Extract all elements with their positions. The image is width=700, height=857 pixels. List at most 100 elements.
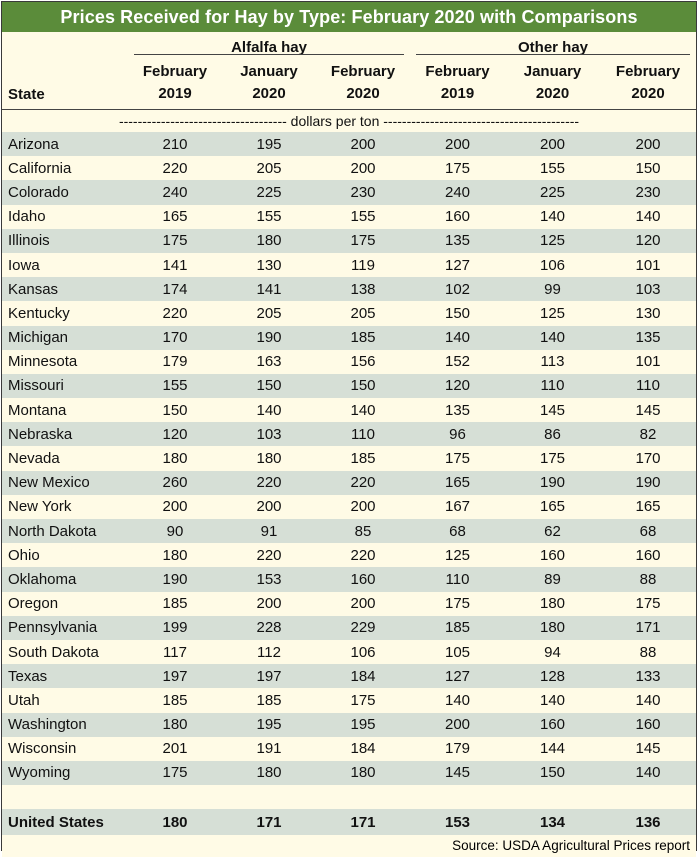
state-cell: Nebraska [2,422,128,447]
price-cell: 200 [316,132,411,157]
table-row: Arizona 210 195 200 200 200 200 [2,132,697,157]
state-cell: Texas [2,664,128,689]
table-row: Colorado 240 225 230 240 225 230 [2,180,697,205]
price-cell: 180 [128,543,222,568]
price-cell: 225 [222,180,316,205]
price-cell: 200 [410,712,506,737]
table-row: Washington 180 195 195 200 160 160 [2,712,697,737]
price-cell: 200 [316,156,411,181]
price-cell: 197 [222,664,316,689]
state-cell: California [2,156,128,181]
column-header-year: 2020 [631,84,665,102]
price-cell: 103 [600,277,697,302]
price-cell: 160 [505,712,601,737]
price-cell: 88 [600,639,697,665]
price-cell: 179 [410,736,506,761]
column-header-year: 2020 [252,84,286,102]
price-cell: 88 [600,567,697,592]
state-cell: Utah [2,688,128,713]
price-cell: 91 [222,519,316,544]
price-cell: 240 [410,180,506,205]
price-cell: 101 [600,252,697,278]
us-total-cell: 180 [128,809,222,836]
spacer-row [2,785,697,810]
table-row: Minnesota 179 163 156 152 113 101 [2,349,697,374]
state-cell: Missouri [2,373,128,399]
price-cell: 135 [410,398,506,423]
alfalfa-group-underline [134,54,405,55]
price-cell: 110 [505,373,601,399]
state-cell: Oklahoma [2,567,128,592]
table-row: Utah 185 185 175 140 140 140 [2,688,697,713]
price-cell: 228 [222,615,316,640]
column-header-month: January [523,62,582,80]
price-cell: 160 [600,712,697,737]
price-cell: 145 [600,398,697,423]
price-cell: 205 [222,156,316,181]
state-cell: New York [2,494,128,519]
price-cell: 175 [410,156,506,181]
column-header-4: February 2019 [410,56,505,110]
price-cell: 89 [505,567,601,592]
table-row: Texas 197 197 184 127 128 133 [2,664,697,689]
table-row: Kentucky 220 205 205 150 125 130 [2,301,697,326]
state-cell: Illinois [2,228,128,253]
column-header-6: February 2020 [600,56,696,110]
price-cell: 135 [410,228,506,253]
table-row: South Dakota 117 112 106 105 94 88 [2,639,697,665]
price-cell: 130 [222,252,316,278]
table-row: Montana 150 140 140 135 145 145 [2,398,697,423]
price-cell: 175 [316,228,411,253]
price-cell: 175 [505,446,601,471]
price-cell: 260 [128,470,222,495]
column-header-month: February [425,62,490,80]
price-cell: 195 [222,712,316,737]
state-cell: Iowa [2,252,128,278]
state-column-header: State [8,86,45,103]
us-total-cell: 136 [600,809,697,836]
price-cell: 160 [410,204,506,229]
table-row: Nevada 180 180 185 175 175 170 [2,446,697,471]
price-cell: 106 [316,639,411,665]
state-cell: Michigan [2,325,128,350]
price-cell: 190 [505,470,601,495]
price-cell: 180 [316,760,411,786]
price-cell: 135 [600,325,697,350]
table-row: Nebraska 120 103 110 96 86 82 [2,422,697,447]
state-cell: Kansas [2,277,128,302]
price-cell: 150 [600,156,697,181]
price-cell: 185 [128,591,222,616]
column-header-month: January [240,62,298,80]
price-cell: 180 [222,446,316,471]
price-cell: 185 [222,688,316,713]
state-cell: Colorado [2,180,128,205]
price-cell: 175 [128,228,222,253]
table-row: Pennsylvania 199 228 229 185 180 171 [2,615,697,640]
price-cell: 152 [410,349,506,374]
column-header-month: February [142,62,208,80]
column-header-year: 2020 [346,84,380,102]
price-cell: 229 [316,615,411,640]
price-cell: 170 [600,446,697,471]
price-cell: 103 [222,422,316,447]
price-cell: 138 [316,277,411,302]
price-cell: 184 [316,736,411,761]
us-total-row: United States 180 171 171 153 134 136 [2,809,697,836]
column-header-5: January 2020 [505,56,600,110]
price-cell: 105 [410,639,506,665]
price-cell: 125 [410,543,506,568]
price-cell: 200 [128,494,222,519]
price-cell: 180 [222,228,316,253]
price-cell: 185 [410,615,506,640]
price-cell: 145 [600,736,697,761]
state-cell: Oregon [2,591,128,616]
price-cell: 200 [600,132,697,157]
price-cell: 140 [222,398,316,423]
price-cell: 185 [316,446,411,471]
price-cell: 201 [128,736,222,761]
state-cell: Ohio [2,543,128,568]
price-cell: 165 [410,470,506,495]
price-cell: 220 [316,470,411,495]
price-cell: 220 [316,543,411,568]
column-header-month: February [330,62,396,80]
